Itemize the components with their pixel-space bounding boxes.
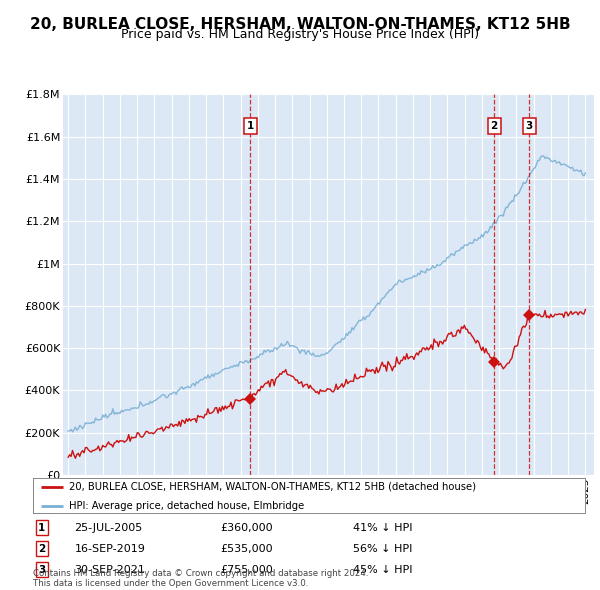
Text: £360,000: £360,000 xyxy=(221,523,274,533)
Text: 25-JUL-2005: 25-JUL-2005 xyxy=(74,523,143,533)
Text: 20, BURLEA CLOSE, HERSHAM, WALTON-ON-THAMES, KT12 5HB (detached house): 20, BURLEA CLOSE, HERSHAM, WALTON-ON-THA… xyxy=(69,482,476,491)
Text: 2: 2 xyxy=(491,121,498,131)
Text: 1: 1 xyxy=(247,121,254,131)
Text: 41% ↓ HPI: 41% ↓ HPI xyxy=(353,523,413,533)
Text: £755,000: £755,000 xyxy=(221,565,274,575)
Text: 30-SEP-2021: 30-SEP-2021 xyxy=(74,565,145,575)
Text: Price paid vs. HM Land Registry's House Price Index (HPI): Price paid vs. HM Land Registry's House … xyxy=(121,28,479,41)
Text: 1: 1 xyxy=(38,523,46,533)
Text: 45% ↓ HPI: 45% ↓ HPI xyxy=(353,565,413,575)
Text: 3: 3 xyxy=(526,121,533,131)
Text: 16-SEP-2019: 16-SEP-2019 xyxy=(74,544,145,554)
Text: HPI: Average price, detached house, Elmbridge: HPI: Average price, detached house, Elmb… xyxy=(69,500,304,510)
Text: £535,000: £535,000 xyxy=(221,544,274,554)
Text: Contains HM Land Registry data © Crown copyright and database right 2024.
This d: Contains HM Land Registry data © Crown c… xyxy=(33,569,368,588)
Text: 20, BURLEA CLOSE, HERSHAM, WALTON-ON-THAMES, KT12 5HB: 20, BURLEA CLOSE, HERSHAM, WALTON-ON-THA… xyxy=(29,17,571,31)
Text: 2: 2 xyxy=(38,544,46,554)
Text: 3: 3 xyxy=(38,565,46,575)
Text: 56% ↓ HPI: 56% ↓ HPI xyxy=(353,544,413,554)
